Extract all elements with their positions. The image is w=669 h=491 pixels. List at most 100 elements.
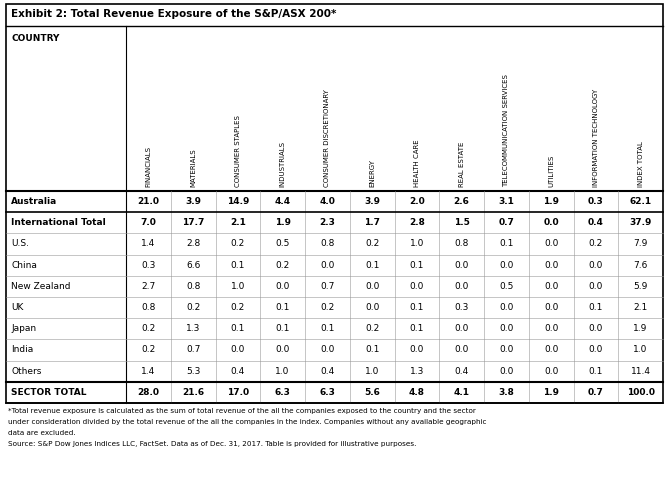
Text: 0.1: 0.1 bbox=[276, 324, 290, 333]
Text: 0.7: 0.7 bbox=[588, 388, 604, 397]
Text: 6.6: 6.6 bbox=[186, 261, 200, 270]
Text: 0.4: 0.4 bbox=[454, 367, 469, 376]
Text: 0.3: 0.3 bbox=[141, 261, 156, 270]
Text: TELECOMMUNICATION SERVICES: TELECOMMUNICATION SERVICES bbox=[503, 74, 509, 187]
Text: 0.4: 0.4 bbox=[231, 367, 245, 376]
Text: 0.2: 0.2 bbox=[365, 324, 379, 333]
Text: 0.0: 0.0 bbox=[409, 346, 424, 355]
Text: 0.0: 0.0 bbox=[544, 303, 559, 312]
Text: 0.0: 0.0 bbox=[454, 282, 469, 291]
Text: 0.1: 0.1 bbox=[409, 261, 424, 270]
Text: INDUSTRIALS: INDUSTRIALS bbox=[280, 141, 286, 187]
Text: 4.1: 4.1 bbox=[454, 388, 470, 397]
Text: MATERIALS: MATERIALS bbox=[190, 148, 196, 187]
Text: COUNTRY: COUNTRY bbox=[11, 34, 60, 43]
Text: 3.9: 3.9 bbox=[364, 197, 380, 206]
Text: 0.1: 0.1 bbox=[231, 261, 245, 270]
Text: 100.0: 100.0 bbox=[627, 388, 655, 397]
Text: 0.0: 0.0 bbox=[589, 261, 603, 270]
Text: 3.1: 3.1 bbox=[498, 197, 514, 206]
Text: 1.0: 1.0 bbox=[365, 367, 379, 376]
Text: 0.5: 0.5 bbox=[276, 240, 290, 248]
Text: 28.0: 28.0 bbox=[137, 388, 159, 397]
Text: 0.0: 0.0 bbox=[365, 303, 379, 312]
Text: Others: Others bbox=[11, 367, 41, 376]
Text: 0.2: 0.2 bbox=[186, 303, 200, 312]
Text: 1.4: 1.4 bbox=[141, 367, 155, 376]
Text: 0.1: 0.1 bbox=[320, 324, 334, 333]
Text: FINANCIALS: FINANCIALS bbox=[145, 146, 151, 187]
Text: 1.7: 1.7 bbox=[364, 218, 380, 227]
Bar bbox=[6, 4, 663, 403]
Text: 62.1: 62.1 bbox=[630, 197, 652, 206]
Text: 0.2: 0.2 bbox=[365, 240, 379, 248]
Text: 0.0: 0.0 bbox=[544, 240, 559, 248]
Text: 1.9: 1.9 bbox=[543, 197, 559, 206]
Text: 2.1: 2.1 bbox=[230, 218, 246, 227]
Text: 0.0: 0.0 bbox=[409, 282, 424, 291]
Text: 17.7: 17.7 bbox=[182, 218, 204, 227]
Text: India: India bbox=[11, 346, 33, 355]
Text: UK: UK bbox=[11, 303, 23, 312]
Text: 0.2: 0.2 bbox=[141, 346, 155, 355]
Text: 0.1: 0.1 bbox=[499, 240, 514, 248]
Text: 0.4: 0.4 bbox=[320, 367, 334, 376]
Text: 2.8: 2.8 bbox=[409, 218, 425, 227]
Text: 2.3: 2.3 bbox=[319, 218, 335, 227]
Text: 0.1: 0.1 bbox=[409, 303, 424, 312]
Text: 0.1: 0.1 bbox=[276, 303, 290, 312]
Text: 0.0: 0.0 bbox=[365, 282, 379, 291]
Text: 0.7: 0.7 bbox=[498, 218, 514, 227]
Text: 0.2: 0.2 bbox=[320, 303, 334, 312]
Text: 4.4: 4.4 bbox=[274, 197, 291, 206]
Text: SECTOR TOTAL: SECTOR TOTAL bbox=[11, 388, 86, 397]
Text: ENERGY: ENERGY bbox=[369, 159, 375, 187]
Text: 2.7: 2.7 bbox=[141, 282, 155, 291]
Text: CONSUMER STAPLES: CONSUMER STAPLES bbox=[235, 115, 241, 187]
Text: 1.3: 1.3 bbox=[409, 367, 424, 376]
Text: 0.1: 0.1 bbox=[589, 303, 603, 312]
Text: 0.1: 0.1 bbox=[365, 261, 379, 270]
Text: 0.0: 0.0 bbox=[231, 346, 245, 355]
Text: 0.7: 0.7 bbox=[320, 282, 334, 291]
Text: 37.9: 37.9 bbox=[630, 218, 652, 227]
Text: 1.0: 1.0 bbox=[409, 240, 424, 248]
Text: 0.0: 0.0 bbox=[589, 324, 603, 333]
Text: 0.0: 0.0 bbox=[320, 261, 334, 270]
Text: 0.0: 0.0 bbox=[499, 303, 514, 312]
Text: 5.6: 5.6 bbox=[364, 388, 380, 397]
Text: 4.8: 4.8 bbox=[409, 388, 425, 397]
Text: data are excluded.: data are excluded. bbox=[8, 430, 76, 436]
Text: 0.2: 0.2 bbox=[589, 240, 603, 248]
Text: 3.9: 3.9 bbox=[185, 197, 201, 206]
Text: 5.9: 5.9 bbox=[634, 282, 648, 291]
Text: 0.0: 0.0 bbox=[499, 346, 514, 355]
Text: 0.8: 0.8 bbox=[186, 282, 200, 291]
Text: 0.5: 0.5 bbox=[499, 282, 514, 291]
Text: Source: S&P Dow Jones Indices LLC, FactSet. Data as of Dec. 31, 2017. Table is p: Source: S&P Dow Jones Indices LLC, FactS… bbox=[8, 441, 416, 447]
Text: 0.4: 0.4 bbox=[588, 218, 604, 227]
Text: 0.0: 0.0 bbox=[589, 346, 603, 355]
Text: 1.0: 1.0 bbox=[276, 367, 290, 376]
Text: 0.0: 0.0 bbox=[544, 261, 559, 270]
Text: Exhibit 2: Total Revenue Exposure of the S&P/ASX 200*: Exhibit 2: Total Revenue Exposure of the… bbox=[11, 9, 337, 19]
Text: 0.0: 0.0 bbox=[499, 324, 514, 333]
Text: 4.0: 4.0 bbox=[319, 197, 335, 206]
Text: 1.9: 1.9 bbox=[543, 388, 559, 397]
Text: 2.1: 2.1 bbox=[634, 303, 648, 312]
Text: 7.9: 7.9 bbox=[634, 240, 648, 248]
Text: 0.0: 0.0 bbox=[320, 346, 334, 355]
Text: 2.8: 2.8 bbox=[186, 240, 200, 248]
Text: *Total revenue exposure is calculated as the sum of total revenue of the all the: *Total revenue exposure is calculated as… bbox=[8, 408, 476, 414]
Text: New Zealand: New Zealand bbox=[11, 282, 70, 291]
Text: 21.6: 21.6 bbox=[182, 388, 204, 397]
Text: 1.0: 1.0 bbox=[231, 282, 245, 291]
Text: 0.8: 0.8 bbox=[454, 240, 469, 248]
Text: 3.8: 3.8 bbox=[498, 388, 514, 397]
Text: 0.8: 0.8 bbox=[141, 303, 156, 312]
Text: 1.0: 1.0 bbox=[634, 346, 648, 355]
Text: 14.9: 14.9 bbox=[227, 197, 249, 206]
Text: 0.0: 0.0 bbox=[499, 261, 514, 270]
Text: 7.6: 7.6 bbox=[634, 261, 648, 270]
Text: 0.0: 0.0 bbox=[454, 261, 469, 270]
